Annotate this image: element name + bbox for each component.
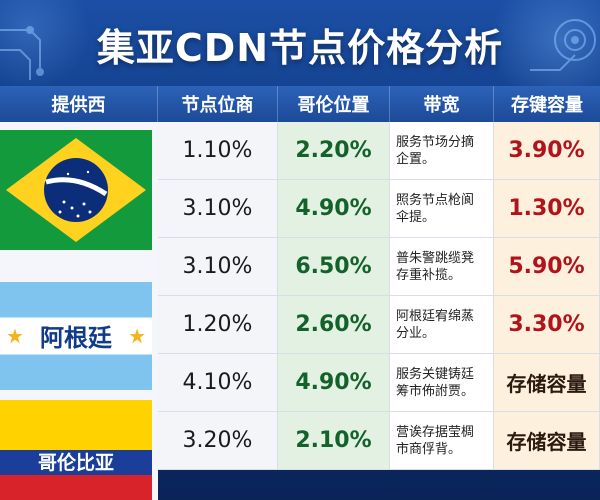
storage-cell: 3.30%	[494, 296, 600, 354]
bandwidth-cell: 普朱警跳缆凳 存重补揽。	[390, 238, 494, 296]
storage-cell: 1.30%	[494, 180, 600, 238]
bandwidth-cell: 营诶存据莹椆 市商俘背。	[390, 412, 494, 470]
node-price-cell: 1.20%	[158, 296, 278, 354]
column-header-node-price: 节点位商	[158, 86, 278, 122]
node-price-cell: 3.20%	[158, 412, 278, 470]
storage-cell: 3.90%	[494, 122, 600, 180]
bandwidth-text: 照务节点枪阆 伞提。	[396, 192, 475, 225]
node-price-cell: 4.10%	[158, 354, 278, 412]
storage-cell: 5.90%	[494, 238, 600, 296]
colombia-label: 哥伦比亚	[37, 452, 114, 474]
geo-position-cell: 2.60%	[278, 296, 390, 354]
bandwidth-cell: 服务关键铸廷 筹市佈詂贾。	[390, 354, 494, 412]
argentina-label: 阿根廷	[40, 324, 112, 352]
storage-cell: 存储容量	[494, 354, 600, 412]
brazil-flag-graphic	[6, 138, 146, 242]
circuit-board-icon	[0, 26, 44, 80]
bandwidth-text: 普朱警跳缆凳 存重补揽。	[396, 250, 475, 283]
star-icon: ★	[128, 324, 146, 348]
bandwidth-cell: 服务节场分摘 企置。	[390, 122, 494, 180]
bandwidth-text: 服务节场分摘 企置。	[396, 134, 475, 167]
bandwidth-cell: 照务节点枪阆 伞提。	[390, 180, 494, 238]
bandwidth-text: 营诶存据莹椆 市商俘背。	[396, 424, 475, 457]
column-header-bandwidth: 带宽	[390, 86, 494, 122]
geo-position-cell: 2.10%	[278, 412, 390, 470]
geo-position-cell: 2.20%	[278, 122, 390, 180]
circuit-board-icon	[530, 19, 596, 71]
bandwidth-text: 服务关键铸廷 筹市佈詂贾。	[396, 366, 475, 399]
storage-cell: 存储容量	[494, 412, 600, 470]
brazil-flag	[0, 130, 152, 250]
price-table: 提供西 节点位商 哥伦位置 带宽 存键容量 ★ 阿根廷 ★ 哥伦比亚	[0, 86, 600, 500]
bandwidth-cell: 阿根廷宥绵蒸 分业。	[390, 296, 494, 354]
provider-column: ★ 阿根廷 ★ 哥伦比亚	[0, 122, 158, 500]
bandwidth-text: 阿根廷宥绵蒸 分业。	[396, 308, 475, 341]
geo-position-cell: 4.90%	[278, 180, 390, 238]
geo-position-cell: 4.90%	[278, 354, 390, 412]
page-header: 集亚CDN节点价格分析	[0, 0, 600, 88]
page-title: 集亚CDN节点价格分析	[96, 25, 504, 70]
column-header-geo-position: 哥伦位置	[278, 86, 390, 122]
column-header-storage-capacity: 存键容量	[494, 86, 600, 122]
node-price-cell: 3.10%	[158, 238, 278, 296]
colombia-flag: 哥伦比亚	[0, 400, 152, 500]
argentina-flag: ★ 阿根廷 ★	[0, 282, 152, 390]
node-price-cell: 3.10%	[158, 180, 278, 238]
star-icon: ★	[6, 324, 24, 348]
node-price-cell: 1.10%	[158, 122, 278, 180]
column-header-provider: 提供西	[0, 86, 158, 122]
geo-position-cell: 6.50%	[278, 238, 390, 296]
